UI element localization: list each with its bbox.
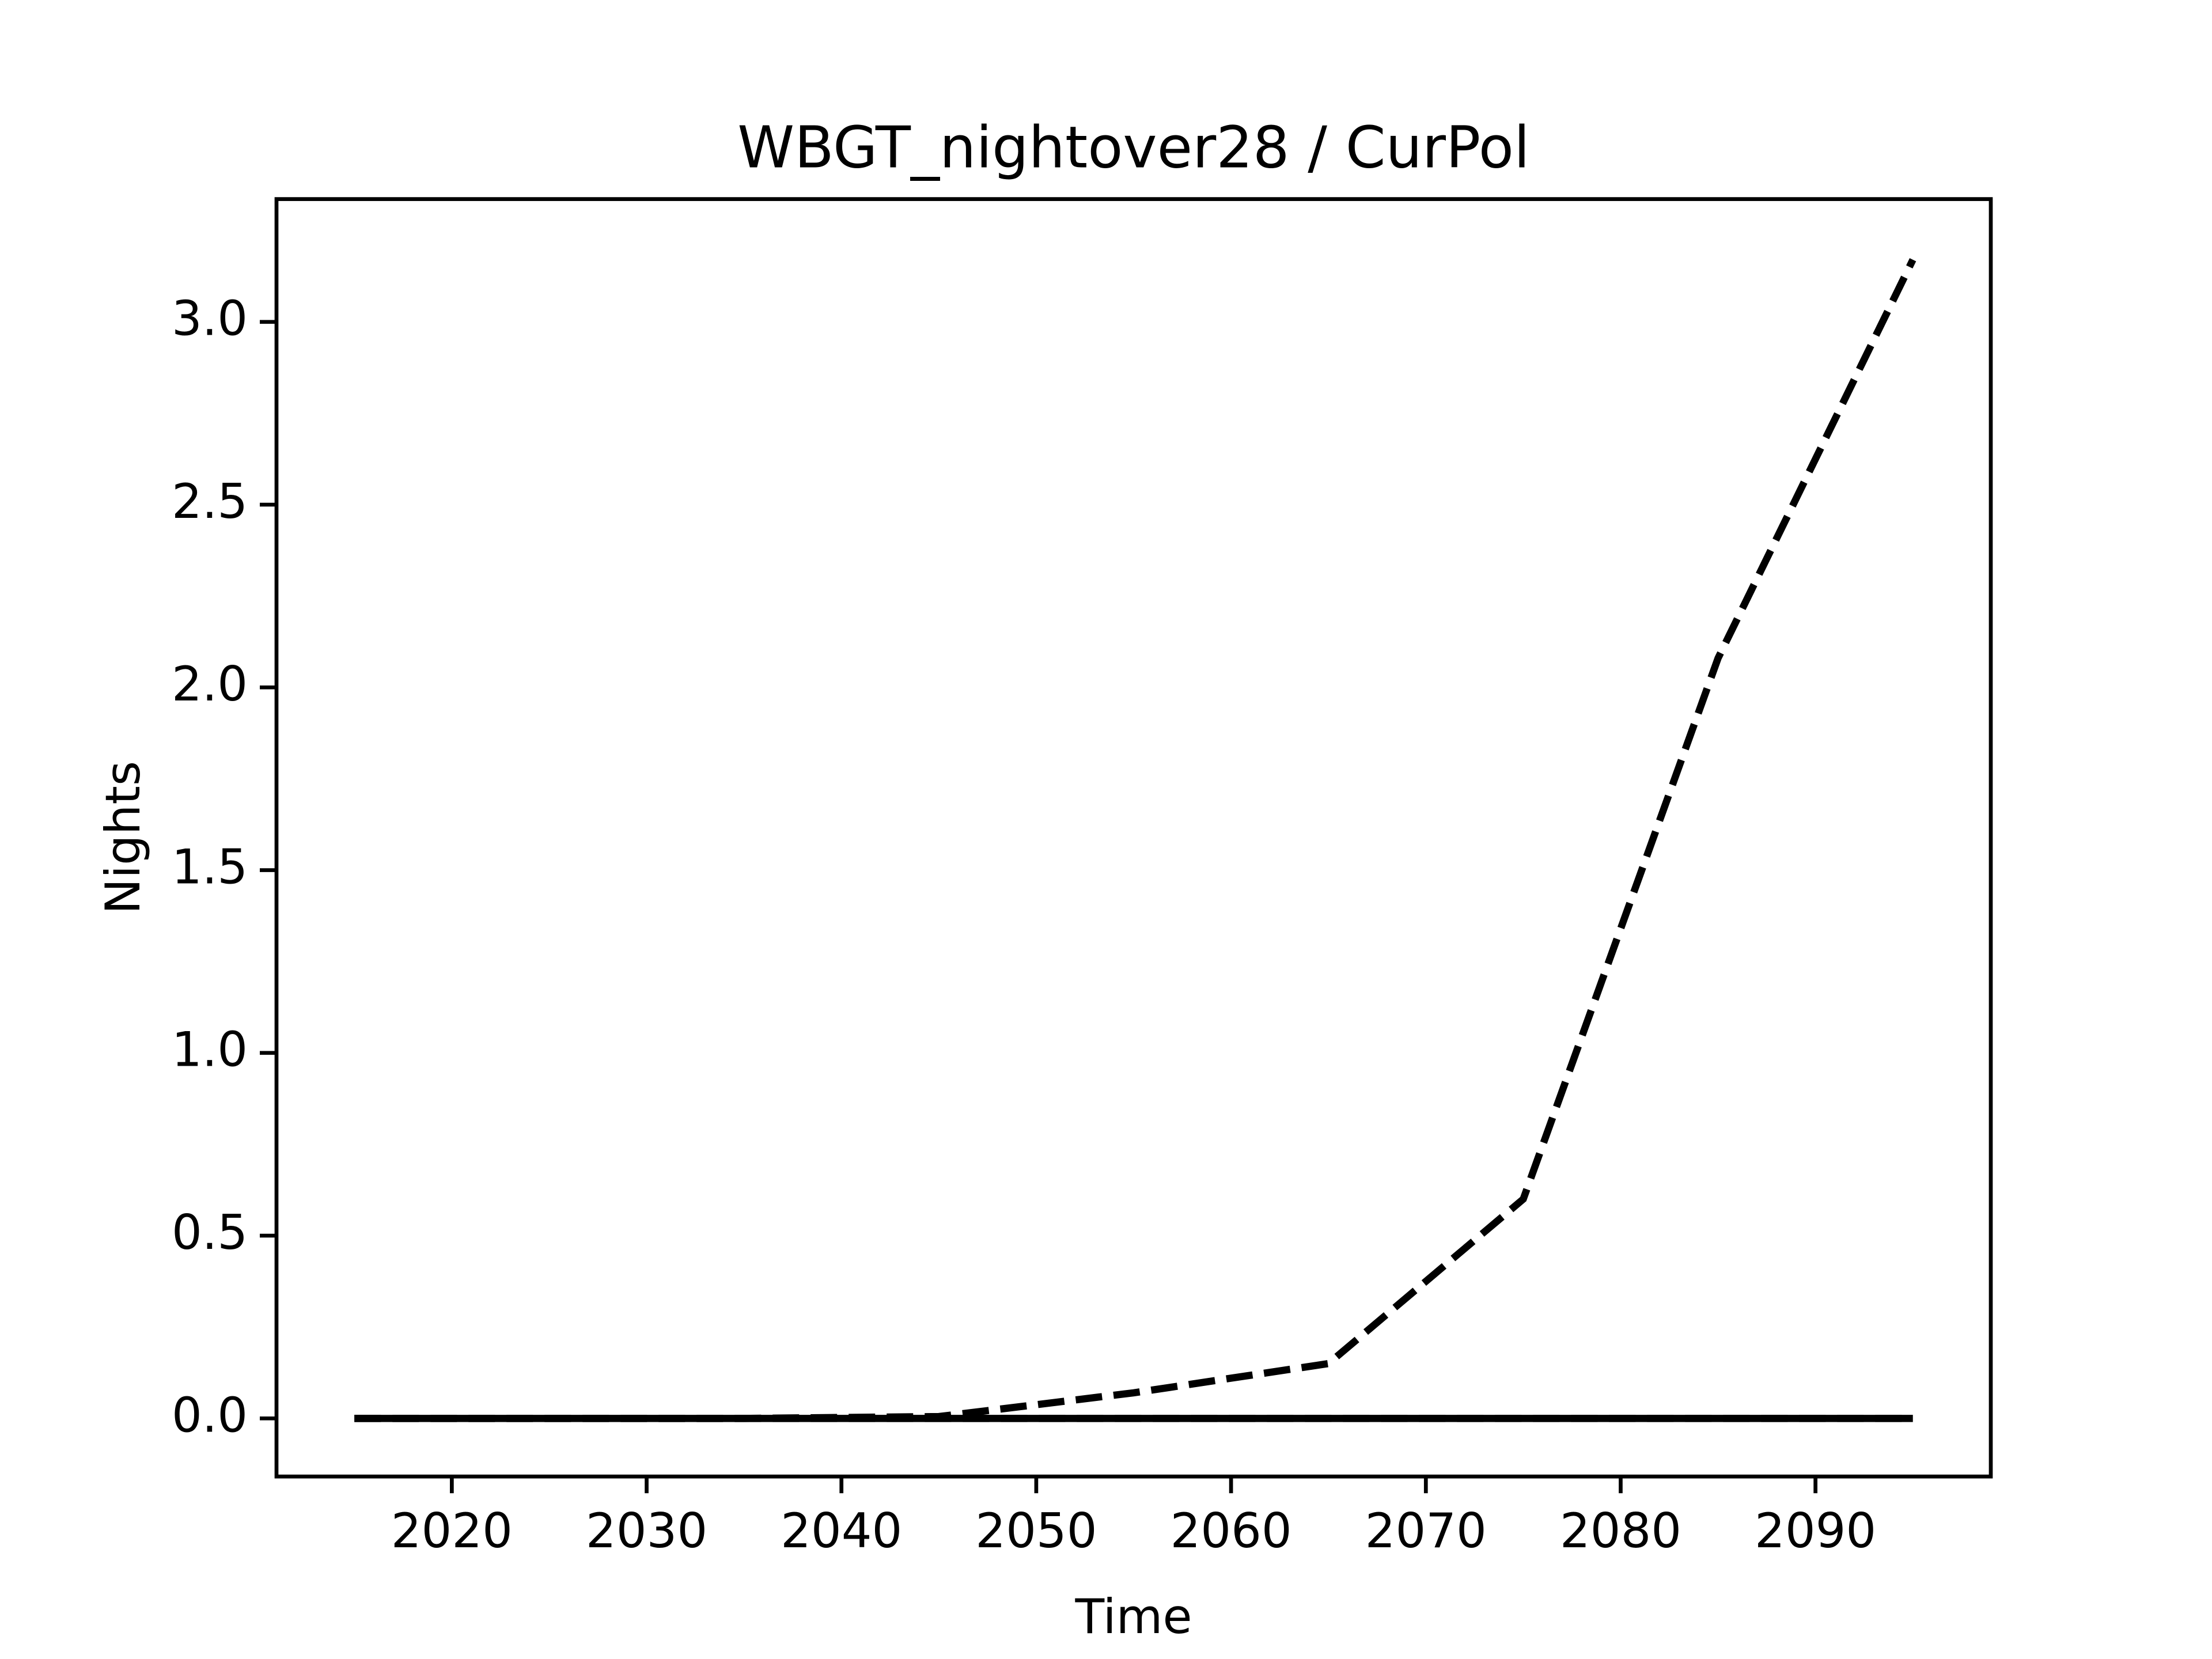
plot-frame <box>274 197 1993 1479</box>
chart-title: WBGT_nightover28 / CurPol <box>737 113 1530 181</box>
y-tick-label: 0.0 <box>172 1387 248 1443</box>
x-tick-label: 2060 <box>1170 1503 1291 1559</box>
y-axis-label: Nights <box>95 761 151 914</box>
x-axis-label: Time <box>1074 1589 1192 1645</box>
y-tick-label: 2.0 <box>172 656 248 712</box>
y-tick-label: 1.0 <box>172 1022 248 1078</box>
x-tick-label: 2030 <box>586 1503 707 1559</box>
x-tick-label: 2050 <box>975 1503 1097 1559</box>
x-tick-label: 2080 <box>1560 1503 1681 1559</box>
x-tick-label: 2040 <box>781 1503 902 1559</box>
y-tick-label: 3.0 <box>172 291 248 347</box>
y-tick-label: 2.5 <box>172 474 248 529</box>
x-tick-label: 2090 <box>1755 1503 1876 1559</box>
y-tick-label: 0.5 <box>172 1205 248 1260</box>
y-tick-label: 1.5 <box>172 839 248 895</box>
x-tick-label: 2020 <box>391 1503 513 1559</box>
data-line <box>354 258 1916 1422</box>
x-tick-label: 2070 <box>1365 1503 1487 1559</box>
